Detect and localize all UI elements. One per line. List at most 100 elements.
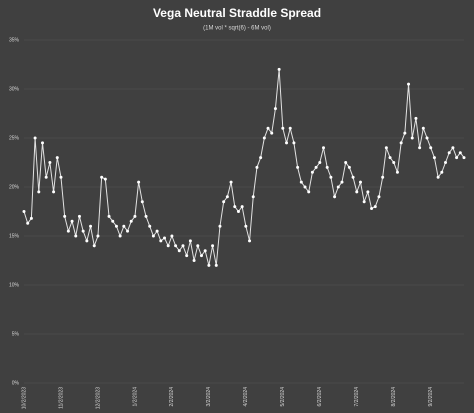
chart-subtitle: (1M vol * sqrt(6) - 6M vol) bbox=[203, 26, 271, 32]
point-marker bbox=[266, 126, 270, 130]
point-marker bbox=[166, 244, 170, 248]
point-marker bbox=[174, 244, 178, 248]
y-tick-label: 20% bbox=[9, 184, 20, 190]
point-marker bbox=[314, 165, 318, 169]
point-marker bbox=[366, 190, 370, 194]
point-marker bbox=[277, 67, 281, 71]
point-marker bbox=[85, 239, 89, 243]
x-tick-label: 12/2/2023 bbox=[95, 387, 101, 409]
x-tick-label: 8/2/2024 bbox=[391, 387, 397, 407]
point-marker bbox=[329, 175, 333, 179]
point-marker bbox=[233, 205, 237, 209]
point-marker bbox=[462, 156, 466, 160]
x-tick-label: 5/2/2024 bbox=[280, 387, 286, 407]
chart-title: Vega Neutral Straddle Spread bbox=[153, 6, 321, 20]
point-marker bbox=[403, 131, 407, 135]
point-marker bbox=[285, 141, 289, 145]
point-marker bbox=[103, 177, 107, 181]
point-marker bbox=[222, 200, 226, 204]
point-marker bbox=[344, 161, 348, 164]
x-tick-label: 3/2/2024 bbox=[206, 387, 212, 407]
point-marker bbox=[89, 224, 93, 228]
y-tick-label: 0% bbox=[12, 380, 20, 386]
point-marker bbox=[122, 224, 126, 228]
point-marker bbox=[63, 214, 67, 218]
point-marker bbox=[22, 210, 26, 213]
point-marker bbox=[48, 161, 52, 164]
y-tick-label: 5% bbox=[12, 331, 20, 337]
point-marker bbox=[37, 190, 41, 194]
point-marker bbox=[362, 200, 366, 204]
point-marker bbox=[418, 146, 422, 150]
point-marker bbox=[96, 234, 100, 238]
point-marker bbox=[148, 224, 152, 228]
point-marker bbox=[325, 165, 329, 169]
x-tick-label: 7/2/2024 bbox=[354, 387, 360, 407]
point-marker bbox=[192, 259, 196, 262]
point-marker bbox=[351, 175, 355, 179]
point-marker bbox=[318, 161, 322, 164]
point-marker bbox=[340, 180, 344, 184]
point-marker bbox=[303, 185, 307, 189]
point-marker bbox=[307, 190, 311, 194]
point-marker bbox=[410, 136, 414, 140]
x-tick-label: 4/2/2024 bbox=[243, 387, 249, 407]
point-marker bbox=[66, 229, 70, 233]
x-tick-label: 10/2/2023 bbox=[21, 387, 27, 409]
point-marker bbox=[133, 214, 137, 218]
point-marker bbox=[399, 141, 403, 145]
point-marker bbox=[170, 234, 174, 238]
point-marker bbox=[240, 205, 244, 209]
y-tick-label: 10% bbox=[9, 282, 20, 288]
point-marker bbox=[436, 175, 440, 179]
point-marker bbox=[44, 175, 48, 179]
point-marker bbox=[384, 146, 388, 150]
point-marker bbox=[432, 156, 436, 160]
point-marker bbox=[259, 156, 263, 160]
point-marker bbox=[107, 214, 111, 218]
point-marker bbox=[74, 234, 78, 238]
point-marker bbox=[377, 195, 381, 199]
point-marker bbox=[321, 146, 325, 150]
point-marker bbox=[244, 224, 248, 228]
point-marker bbox=[81, 229, 85, 233]
point-marker bbox=[373, 205, 377, 209]
point-marker bbox=[177, 249, 181, 253]
point-marker bbox=[392, 161, 396, 164]
point-marker bbox=[421, 126, 425, 130]
point-marker bbox=[440, 170, 444, 174]
point-marker bbox=[52, 190, 56, 194]
point-marker bbox=[26, 221, 30, 225]
point-marker bbox=[163, 236, 167, 240]
point-marker bbox=[92, 244, 96, 248]
point-marker bbox=[310, 170, 314, 174]
point-marker bbox=[288, 126, 292, 130]
point-marker bbox=[196, 244, 200, 248]
point-marker bbox=[299, 180, 303, 184]
point-marker bbox=[262, 136, 266, 140]
point-marker bbox=[455, 156, 459, 160]
point-marker bbox=[185, 254, 189, 258]
point-marker bbox=[248, 239, 252, 243]
point-marker bbox=[55, 156, 59, 160]
point-marker bbox=[444, 161, 448, 164]
point-marker bbox=[100, 175, 104, 179]
point-marker bbox=[29, 216, 33, 220]
point-marker bbox=[118, 234, 122, 238]
point-marker bbox=[347, 165, 351, 169]
point-marker bbox=[425, 136, 429, 140]
point-marker bbox=[388, 156, 392, 160]
point-marker bbox=[181, 244, 185, 248]
point-marker bbox=[40, 141, 44, 145]
point-marker bbox=[229, 180, 233, 184]
point-marker bbox=[70, 219, 74, 223]
point-marker bbox=[129, 219, 133, 223]
point-marker bbox=[270, 131, 274, 135]
point-marker bbox=[144, 214, 148, 218]
x-tick-label: 1/2/2024 bbox=[132, 387, 138, 407]
point-marker bbox=[414, 116, 418, 120]
point-marker bbox=[458, 151, 462, 155]
point-marker bbox=[199, 254, 203, 258]
point-marker bbox=[273, 107, 277, 111]
